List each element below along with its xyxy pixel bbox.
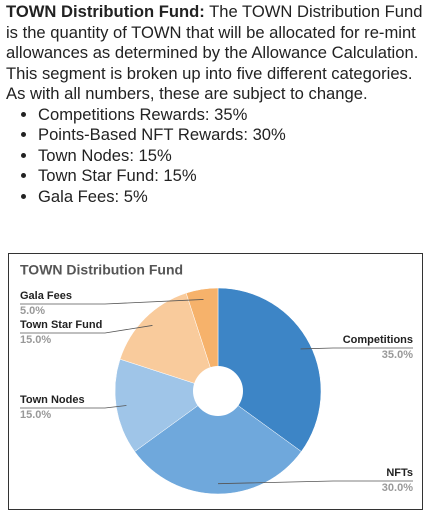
document: TOWN Distribution Fund: The TOWN Distrib… [6, 2, 428, 207]
slice-label: Competitions [343, 334, 413, 346]
slice-label: NFTs [386, 467, 413, 479]
chart-title: TOWN Distribution Fund [20, 262, 183, 278]
donut-hole [193, 366, 243, 416]
slice-value-label: 5.0% [20, 305, 45, 317]
leader-line [20, 325, 153, 334]
slice-label: Town Nodes [20, 394, 85, 406]
chart: TOWN Distribution Fund Competitions 35.0%… [8, 253, 423, 510]
leader-line [300, 347, 413, 350]
heading: TOWN Distribution Fund: [6, 2, 205, 21]
slice-label: Town Star Fund [20, 319, 102, 331]
paragraph: TOWN Distribution Fund: The TOWN Distrib… [6, 2, 428, 105]
leader-line [217, 480, 413, 485]
slice-value-label: 35.0% [382, 349, 413, 361]
bullet-list: Competitions Rewards: 35%Points-Based NF… [6, 105, 428, 208]
bullet-item: Gala Fees: 5% [38, 187, 428, 208]
slice-value-label: 15.0% [20, 409, 51, 421]
pie-slice [119, 292, 219, 392]
pie-slice [217, 287, 322, 452]
bullet-item: Points-Based NFT Rewards: 30% [38, 125, 428, 146]
slice-value-label: 30.0% [382, 482, 413, 494]
leader-line [20, 299, 204, 305]
leader-line [20, 405, 127, 409]
slice-label: Gala Fees [20, 290, 72, 302]
bullet-item: Town Nodes: 15% [38, 146, 428, 167]
bullet-item: Competitions Rewards: 35% [38, 105, 428, 126]
paragraph-text: The TOWN Distribution Fund is the quanti… [6, 2, 423, 103]
slice-value-label: 15.0% [20, 334, 51, 346]
pie-slice [134, 390, 302, 495]
bullet-item: Town Star Fund: 15% [38, 166, 428, 187]
pie-slice [185, 287, 219, 392]
pie-slice [114, 358, 219, 452]
